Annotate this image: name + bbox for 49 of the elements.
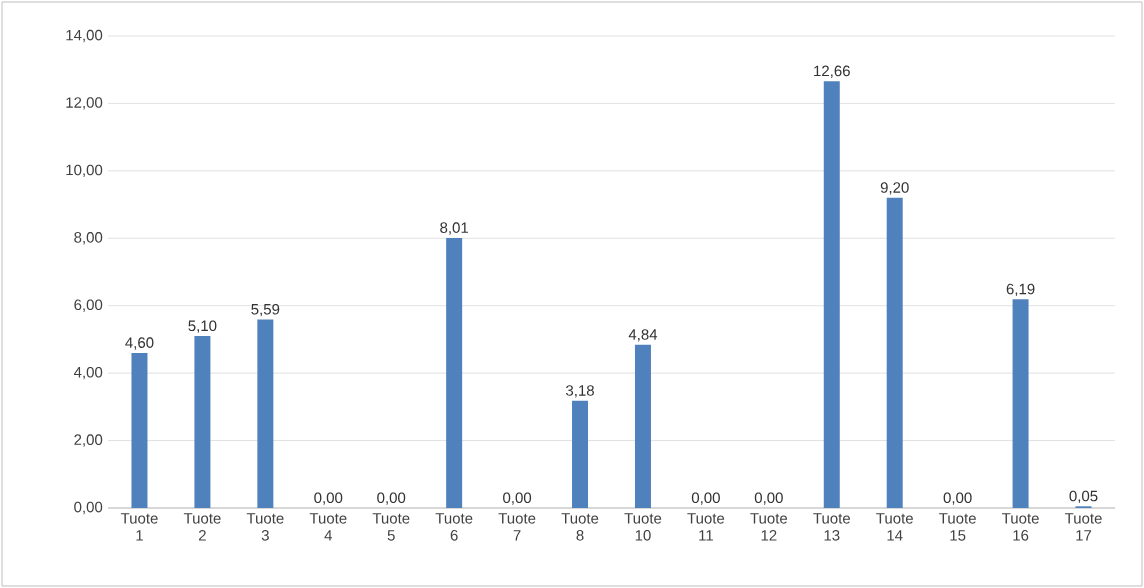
- bar: [823, 81, 840, 508]
- data-label: 0,05: [1069, 490, 1098, 504]
- y-tick-label: 2,00: [74, 434, 103, 447]
- x-tick-label: Tuote 7: [498, 513, 536, 541]
- data-label: 0,00: [503, 492, 532, 505]
- bar: [194, 336, 211, 508]
- bar: [446, 237, 463, 508]
- x-tick-label: Tuote 10: [624, 513, 662, 541]
- x-tick-label: Tuote 2: [183, 513, 221, 541]
- data-label: 4,60: [125, 337, 154, 350]
- data-label: 0,00: [754, 492, 783, 505]
- x-tick-label: Tuote 4: [309, 513, 347, 541]
- data-label: 4,84: [628, 329, 658, 342]
- y-tick-label: 4,00: [73, 366, 103, 380]
- bar: [572, 400, 589, 508]
- y-tick-label: 10,00: [66, 164, 103, 178]
- x-tick-label: Tuote 3: [246, 513, 284, 541]
- y-tick-label: 6,00: [74, 299, 103, 312]
- data-label: 9,20: [880, 182, 909, 195]
- x-tick-label: Tuote 6: [435, 513, 473, 541]
- y-tick-label: 8,00: [74, 232, 103, 245]
- x-tick-label: Tuote 14: [876, 513, 913, 541]
- x-tick-label: Tuote 17: [1064, 513, 1102, 541]
- y-tick-label: 0,00: [74, 501, 103, 515]
- x-tick-label: Tuote 13: [813, 513, 850, 541]
- data-label: 8,01: [440, 222, 469, 235]
- x-tick-label: Tuote 1: [120, 513, 158, 541]
- data-label: 12,66: [814, 65, 850, 78]
- bar: [1012, 299, 1029, 508]
- x-tick-label: Tuote 16: [1002, 513, 1039, 541]
- x-tick-label: Tuote 5: [372, 513, 410, 541]
- bar: [257, 319, 274, 508]
- y-tick-label: 14,00: [66, 29, 103, 43]
- x-tick-label: Tuote 8: [561, 513, 599, 541]
- bar: [886, 197, 903, 508]
- bar: [131, 352, 148, 508]
- data-label: 3,18: [566, 385, 594, 398]
- x-tick-label: Tuote 11: [687, 513, 725, 541]
- data-label: 0,00: [377, 492, 406, 505]
- bar: [634, 344, 651, 508]
- data-label: 5,10: [188, 320, 217, 333]
- data-label: 6,19: [1006, 283, 1035, 297]
- x-tick-label: Tuote 15: [939, 513, 976, 541]
- data-label: 0,00: [314, 492, 343, 505]
- x-tick-label: Tuote 12: [750, 513, 788, 541]
- data-label: 0,00: [943, 492, 972, 505]
- data-label: 0,00: [691, 492, 720, 505]
- data-label: 5,59: [251, 303, 280, 317]
- y-tick-label: 12,00: [66, 97, 103, 110]
